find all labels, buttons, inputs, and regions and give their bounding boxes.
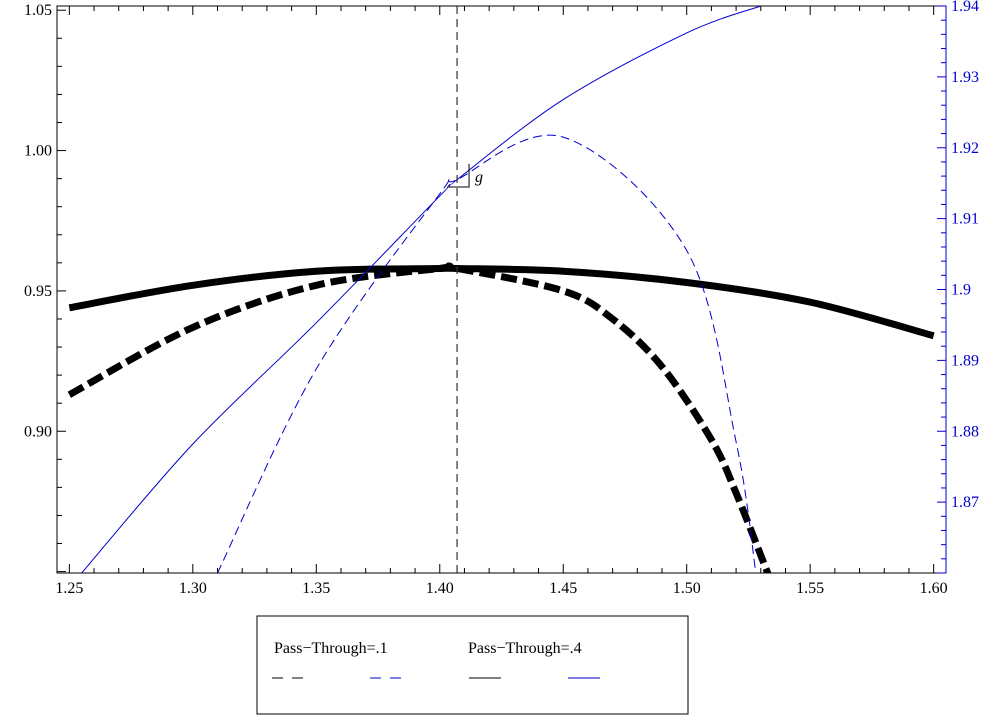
x-tick-label: 1.40 — [426, 580, 454, 597]
x-tick-label: 1.50 — [673, 580, 701, 597]
x-tick-label: 1.60 — [920, 580, 948, 597]
y-right-tick-label: 1.88 — [951, 423, 979, 440]
legend-header-1: Pass−Through=.1 — [274, 640, 388, 657]
plot-frame — [56, 5, 947, 574]
y-right-tick-label: 1.87 — [951, 494, 979, 511]
x-axis: 1.25 1.30 1.35 1.40 1.45 1.50 1.55 1.60 — [55, 6, 948, 597]
series-layer — [67, 6, 935, 573]
y-axis-left: 0.90 0.95 1.00 1.05 — [24, 2, 66, 573]
y-right-tick-label: 1.92 — [951, 140, 979, 157]
y-right-tick-label: 1.89 — [951, 352, 979, 369]
x-tick-label: 1.45 — [549, 580, 577, 597]
x-tick-label: 1.30 — [179, 580, 207, 597]
y-axis-right: 1.87 1.88 1.89 1.9 1.91 1.92 1.93 1.94 — [937, 0, 979, 574]
y-right-tick-label: 1.93 — [951, 69, 979, 86]
legend-header-2: Pass−Through=.4 — [468, 640, 582, 657]
x-tick-label: 1.35 — [302, 580, 330, 597]
legend: Pass−Through=.1 Pass−Through=.4 — [256, 615, 689, 715]
y-right-tick-label: 1.91 — [951, 211, 979, 228]
y-left-tick-label: 1.00 — [24, 143, 52, 160]
x-tick-label: 1.55 — [796, 580, 824, 597]
y-left-tick-label: 0.90 — [24, 423, 52, 440]
right-angle-mark — [447, 164, 470, 188]
annotation-layer: g — [447, 6, 483, 573]
legend-box — [256, 615, 689, 715]
y-right-tick-label: 1.94 — [951, 0, 979, 15]
annotation-g: g — [475, 169, 483, 186]
plot-border — [56, 5, 947, 574]
y-left-tick-label: 1.05 — [24, 2, 52, 19]
x-tick-label: 1.25 — [55, 580, 83, 597]
y-left-tick-label: 0.95 — [24, 283, 52, 300]
y-right-tick-label: 1.9 — [951, 282, 971, 299]
series-dashed-black — [67, 262, 772, 573]
series-solid-blue — [81, 6, 761, 573]
series-dashed-blue — [217, 134, 757, 573]
